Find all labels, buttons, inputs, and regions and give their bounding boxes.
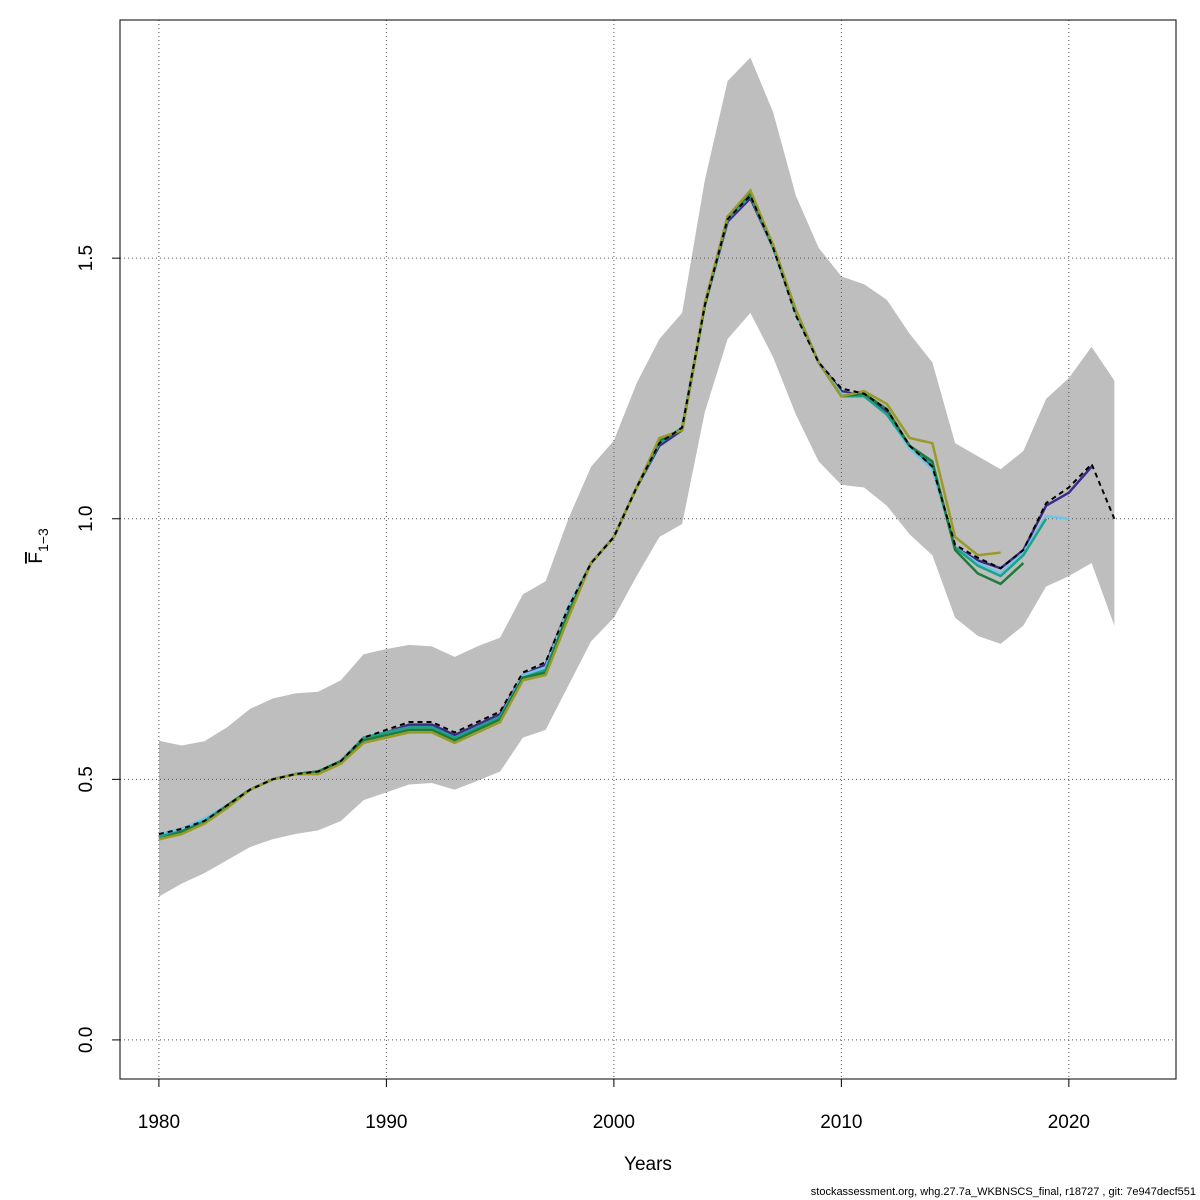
- y-tick-label: 1.5: [76, 245, 97, 271]
- x-tick-label: 2000: [593, 1112, 635, 1133]
- y-tick-label: 1.0: [76, 506, 97, 532]
- x-tick-label: 1990: [365, 1112, 407, 1133]
- x-tick-label: 2020: [1048, 1112, 1090, 1133]
- x-tick-label: 1980: [138, 1112, 180, 1133]
- y-tick-label: 0.5: [76, 766, 97, 792]
- y-axis-title-main: F: [26, 552, 47, 564]
- series-line: [158, 193, 1116, 836]
- y-tick-label: 0.0: [76, 1027, 97, 1053]
- y-axis-title: F 1−3: [26, 528, 51, 564]
- footer: stockassessment.org, whg.27.7a_WKBNSCS_f…: [811, 1186, 1196, 1198]
- y-axis-title-subscript: 1−3: [35, 528, 51, 552]
- x-axis-title: Years: [624, 1154, 672, 1175]
- confidence-band: [158, 57, 1115, 897]
- x-tick-label: 2010: [820, 1112, 862, 1133]
